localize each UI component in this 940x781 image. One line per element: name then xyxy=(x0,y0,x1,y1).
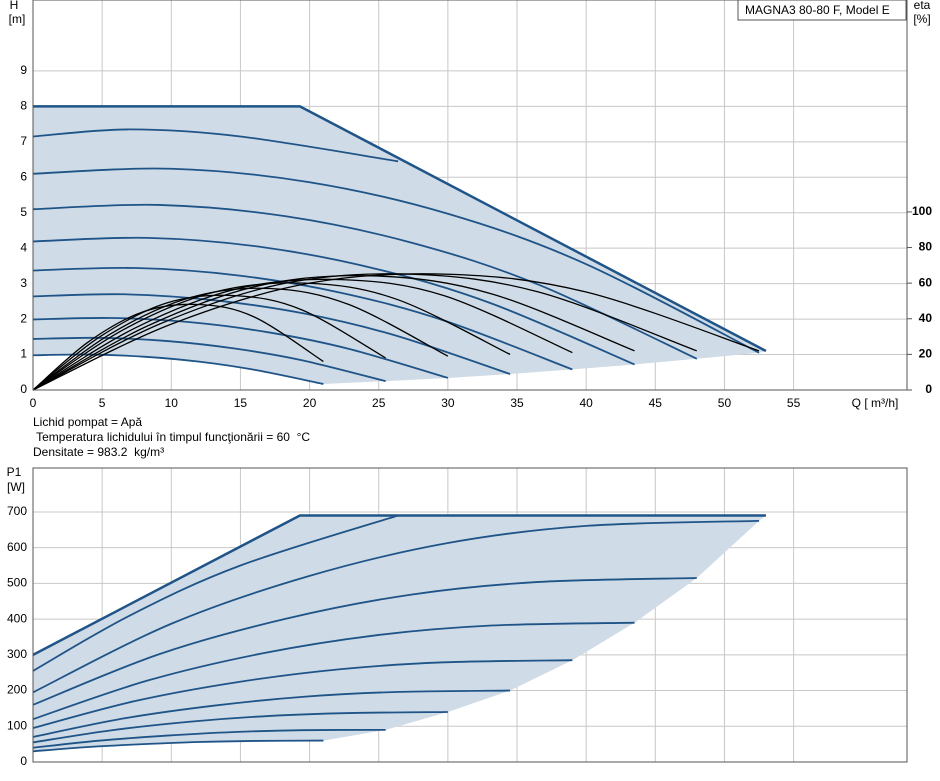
y-tick-label: 6 xyxy=(20,169,27,183)
annotation: Lichid pompat = Apă xyxy=(33,415,142,429)
y2-tick-label: 60 xyxy=(919,275,933,289)
y-tick-label: 9 xyxy=(20,63,27,77)
x-tick-label: 40 xyxy=(579,396,593,410)
x-tick-label: 10 xyxy=(165,396,179,410)
y2-tick-label: 0 xyxy=(925,382,932,396)
performance-curve xyxy=(32,739,324,753)
x-tick-label: 20 xyxy=(303,396,317,410)
y-tick-label: 4 xyxy=(20,240,27,254)
performance-curve xyxy=(32,514,399,672)
y-tick-label: 700 xyxy=(7,504,27,518)
efficiency-curve xyxy=(32,282,511,391)
x-tick-label: 55 xyxy=(787,396,801,410)
y-tick-label: 600 xyxy=(7,540,27,554)
x-tick-label: 50 xyxy=(718,396,732,410)
efficiency-curve xyxy=(32,294,386,391)
annotation: Densitate = 983.2 kg/m³ xyxy=(33,445,164,459)
performance-curve xyxy=(32,728,386,749)
x-tick-label: 35 xyxy=(510,396,524,410)
y-tick-label: 2 xyxy=(20,311,27,325)
x-tick-label: 45 xyxy=(649,396,663,410)
y2-tick-label: 20 xyxy=(919,347,933,361)
y-tick-label: 300 xyxy=(7,647,27,661)
performance-curve xyxy=(32,577,697,706)
y-axis-label: P1 xyxy=(7,465,22,479)
y2-axis-label: eta xyxy=(914,0,931,12)
performance-curve xyxy=(32,203,698,360)
plot-frame xyxy=(32,0,908,391)
plot-frame xyxy=(32,467,908,763)
y-tick-label: 200 xyxy=(7,683,27,697)
performance-curve xyxy=(32,689,511,738)
annotation: Temperatura lichidului în timpul funcţio… xyxy=(33,430,310,444)
performance-curve xyxy=(32,128,399,163)
performance-curve xyxy=(32,293,511,375)
x-tick-label: 0 xyxy=(30,396,37,410)
efficiency-curve xyxy=(32,274,635,391)
x-tick-label: 30 xyxy=(441,396,455,410)
performance-curve xyxy=(32,236,635,366)
y2-axis-unit: [%] xyxy=(913,12,930,26)
efficiency-curve xyxy=(32,303,324,391)
performance-curve xyxy=(32,167,760,354)
performance-curve xyxy=(32,317,449,379)
y-tick-label: 400 xyxy=(7,611,27,625)
y-axis-unit: [m] xyxy=(9,12,26,26)
y-tick-label: 0 xyxy=(20,754,27,768)
performance-curve xyxy=(32,266,573,371)
x-tick-label: 15 xyxy=(234,396,248,410)
y2-tick-label: 40 xyxy=(919,311,933,325)
operating-area xyxy=(33,106,766,384)
y-tick-label: 5 xyxy=(20,205,27,219)
y-tick-label: 0 xyxy=(20,382,27,396)
y-tick-label: 500 xyxy=(7,576,27,590)
y-tick-label: 7 xyxy=(20,134,27,148)
y-tick-label: 3 xyxy=(20,276,27,290)
y-tick-label: 100 xyxy=(7,718,27,732)
y-tick-label: 8 xyxy=(20,99,27,113)
x-tick-label: 25 xyxy=(372,396,386,410)
y-tick-label: 1 xyxy=(20,347,27,361)
performance-curve xyxy=(32,621,635,720)
efficiency-curve xyxy=(32,278,573,391)
x-tick-label: 5 xyxy=(99,396,106,410)
performance-curve xyxy=(32,519,760,694)
x-axis-label: Q [ m³/h] xyxy=(852,396,899,410)
y2-tick-label: 80 xyxy=(919,240,933,254)
performance-curve xyxy=(32,514,766,656)
performance-curve xyxy=(32,711,448,744)
y-axis-unit: [W] xyxy=(7,480,25,494)
y2-tick-label: 100 xyxy=(912,204,932,218)
title-box xyxy=(737,0,907,21)
efficiency-curve xyxy=(32,273,698,391)
y-axis-label: H xyxy=(10,0,19,12)
performance-curve xyxy=(32,659,573,729)
chart-title: MAGNA3 80-80 F, Model E xyxy=(745,3,890,17)
performance-curve xyxy=(33,105,767,353)
efficiency-curve xyxy=(32,287,449,391)
efficiency-curve xyxy=(32,273,760,391)
